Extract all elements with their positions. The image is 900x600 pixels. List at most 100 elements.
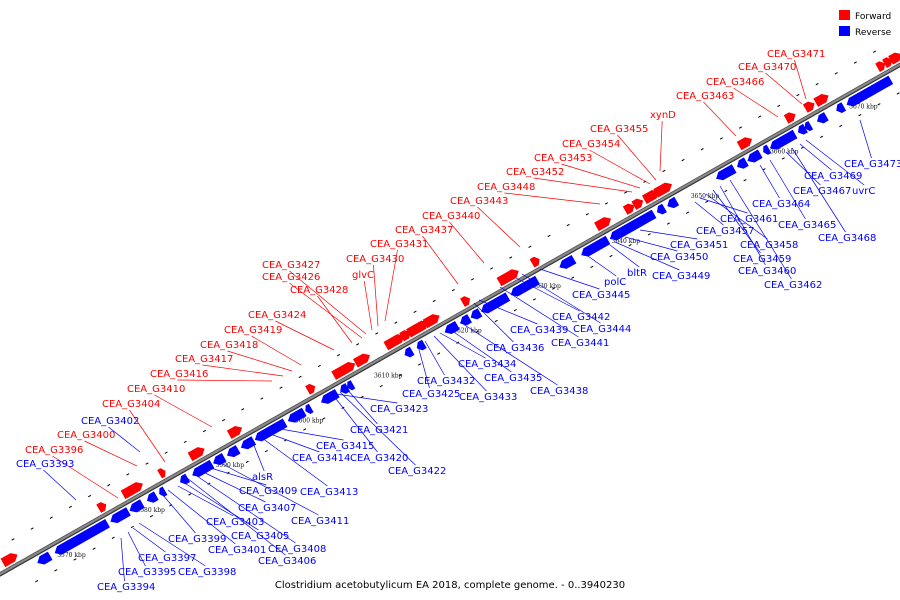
leader-cea-g3430 xyxy=(373,264,379,327)
legend-reverse-label: Reverse xyxy=(855,28,892,38)
leader-cea-g3413 xyxy=(257,434,328,487)
leader-cea-g3405 xyxy=(182,481,259,531)
gene-label-cea-g3419: CEA_G3419 xyxy=(224,325,282,336)
position-marks xyxy=(11,50,900,583)
reverse-gene xyxy=(213,452,227,466)
leader-alsr xyxy=(250,437,265,472)
tick-label-3650: 3650 kbp xyxy=(691,193,720,200)
reverse-gene xyxy=(159,486,168,497)
reverse-gene xyxy=(470,308,483,320)
reverse-gene xyxy=(305,403,314,414)
gene-label-cea-g3421: CEA_G3421 xyxy=(350,425,408,436)
reverse-mark xyxy=(839,124,843,128)
forward-gene xyxy=(496,269,519,287)
gene-label-cea-g3399: CEA_G3399 xyxy=(168,534,226,545)
gene-label-cea-g3408: CEA_G3408 xyxy=(268,544,326,555)
forward-gene xyxy=(631,198,644,210)
forward-mark xyxy=(451,288,455,292)
forward-gene xyxy=(622,203,635,215)
gene-label-cea-g3425: CEA_G3425 xyxy=(402,389,460,400)
gene-label-uvrc: uvrC xyxy=(852,186,875,197)
gene-label-cea-g3455: CEA_G3455 xyxy=(590,124,648,135)
reverse-mark xyxy=(705,200,709,204)
gene-labels: CEA_G3396 CEA_G3400 CEA_G3404 CEA_G3410 CEA_… xyxy=(16,49,900,593)
reverse-mark xyxy=(858,113,862,117)
leader-cea-g3408 xyxy=(193,473,296,544)
reverse-gene xyxy=(797,123,808,135)
reverse-mark xyxy=(724,189,728,193)
leader-cea-g3395 xyxy=(127,531,146,567)
forward-mark xyxy=(624,191,628,194)
kbp-tick-labels: 3570 kbp 3580 kbp 3590 kbp 3600 kbp 3610 kbp… xyxy=(57,104,878,559)
reverse-gene xyxy=(763,144,772,155)
forward-gene xyxy=(96,502,107,513)
legend: Forward Reverse xyxy=(839,10,892,38)
forward-mark xyxy=(260,397,264,400)
reverse-mark xyxy=(877,103,881,106)
gene-label-cea-g3434: CEA_G3434 xyxy=(458,359,516,370)
gene-label-cea-g3397: CEA_G3397 xyxy=(138,553,196,564)
leader-cea-g3398 xyxy=(138,522,206,567)
forward-gene xyxy=(802,101,815,113)
gene-label-cea-g3393: CEA_G3393 xyxy=(16,459,74,470)
leader-cea-g3468 xyxy=(791,147,846,233)
leader-cea-g3470 xyxy=(765,72,803,105)
figure-caption: Clostridium acetobutylicum EA 2018, comp… xyxy=(275,580,625,591)
reverse-mark xyxy=(551,287,556,290)
reverse-gene xyxy=(254,418,288,442)
gene-label-cea-g3409: CEA_G3409 xyxy=(239,486,297,497)
gene-label-cea-g3406: CEA_G3406 xyxy=(258,556,316,567)
leader-cea-g3427 xyxy=(289,270,367,335)
forward-mark xyxy=(853,61,857,64)
reverse-mark xyxy=(54,569,58,572)
tick-label-3590: 3590 kbp xyxy=(216,462,245,469)
forward-mark xyxy=(164,451,168,454)
leader-cea-g3444 xyxy=(521,273,601,324)
leader-cea-g3454 xyxy=(589,149,651,185)
leader-cea-g3422 xyxy=(339,391,416,466)
forward-mark xyxy=(145,462,149,465)
reverse-gene xyxy=(444,320,460,335)
leader-cea-g3469 xyxy=(799,143,832,171)
gene-label-cea-g3400: CEA_G3400 xyxy=(57,430,115,441)
reverse-mark xyxy=(532,298,536,301)
gene-label-cea-g3449: CEA_G3449 xyxy=(652,271,710,282)
gene-label-cea-g3432: CEA_G3432 xyxy=(417,376,475,387)
forward-mark xyxy=(796,93,800,97)
reverse-mark xyxy=(303,428,307,431)
gene-label-cea-g3459: CEA_G3459 xyxy=(733,254,791,265)
leader-cea-g3393 xyxy=(43,469,77,501)
gene-label-cea-g3460: CEA_G3460 xyxy=(738,266,796,277)
leader-cea-g3438 xyxy=(459,321,558,386)
gene-label-cea-g3416: CEA_G3416 xyxy=(150,369,208,380)
gene-label-cea-g3441: CEA_G3441 xyxy=(551,338,609,349)
leader-cea-g3437 xyxy=(422,235,459,285)
gene-label-cea-g3415: CEA_G3415 xyxy=(316,441,374,452)
leader-cea-g3414 xyxy=(264,431,320,453)
gene-label-cea-g3440: CEA_G3440 xyxy=(422,211,480,222)
leader-cea-g3396 xyxy=(52,455,119,499)
forward-gene xyxy=(460,296,471,307)
gene-label-bltr: bltR xyxy=(627,268,647,279)
leader-cea-g3442 xyxy=(515,277,580,312)
reverse-gene xyxy=(340,383,351,394)
leader-cea-g3418 xyxy=(227,350,293,372)
gene-label-alsr: alsR xyxy=(252,472,273,483)
reverse-gene xyxy=(667,196,680,209)
leader-cea-g3394 xyxy=(120,537,125,582)
gene-label-cea-g3451: CEA_G3451 xyxy=(670,240,728,251)
reverse-gene xyxy=(180,473,191,485)
reverse-gene xyxy=(526,275,540,288)
forward-gene xyxy=(875,61,886,73)
reverse-mark xyxy=(111,536,115,539)
leader-cea-g3440 xyxy=(449,221,485,264)
leader-cea-g3448 xyxy=(504,192,601,205)
reverse-mark xyxy=(437,352,441,355)
leader-cea-g3406 xyxy=(186,477,286,556)
forward-mark xyxy=(777,104,781,108)
reverse-mark xyxy=(207,482,211,485)
forward-mark xyxy=(681,158,685,162)
tick-label-3620: 3620 kbp xyxy=(453,328,482,335)
leader-cea-g3466 xyxy=(733,87,779,118)
